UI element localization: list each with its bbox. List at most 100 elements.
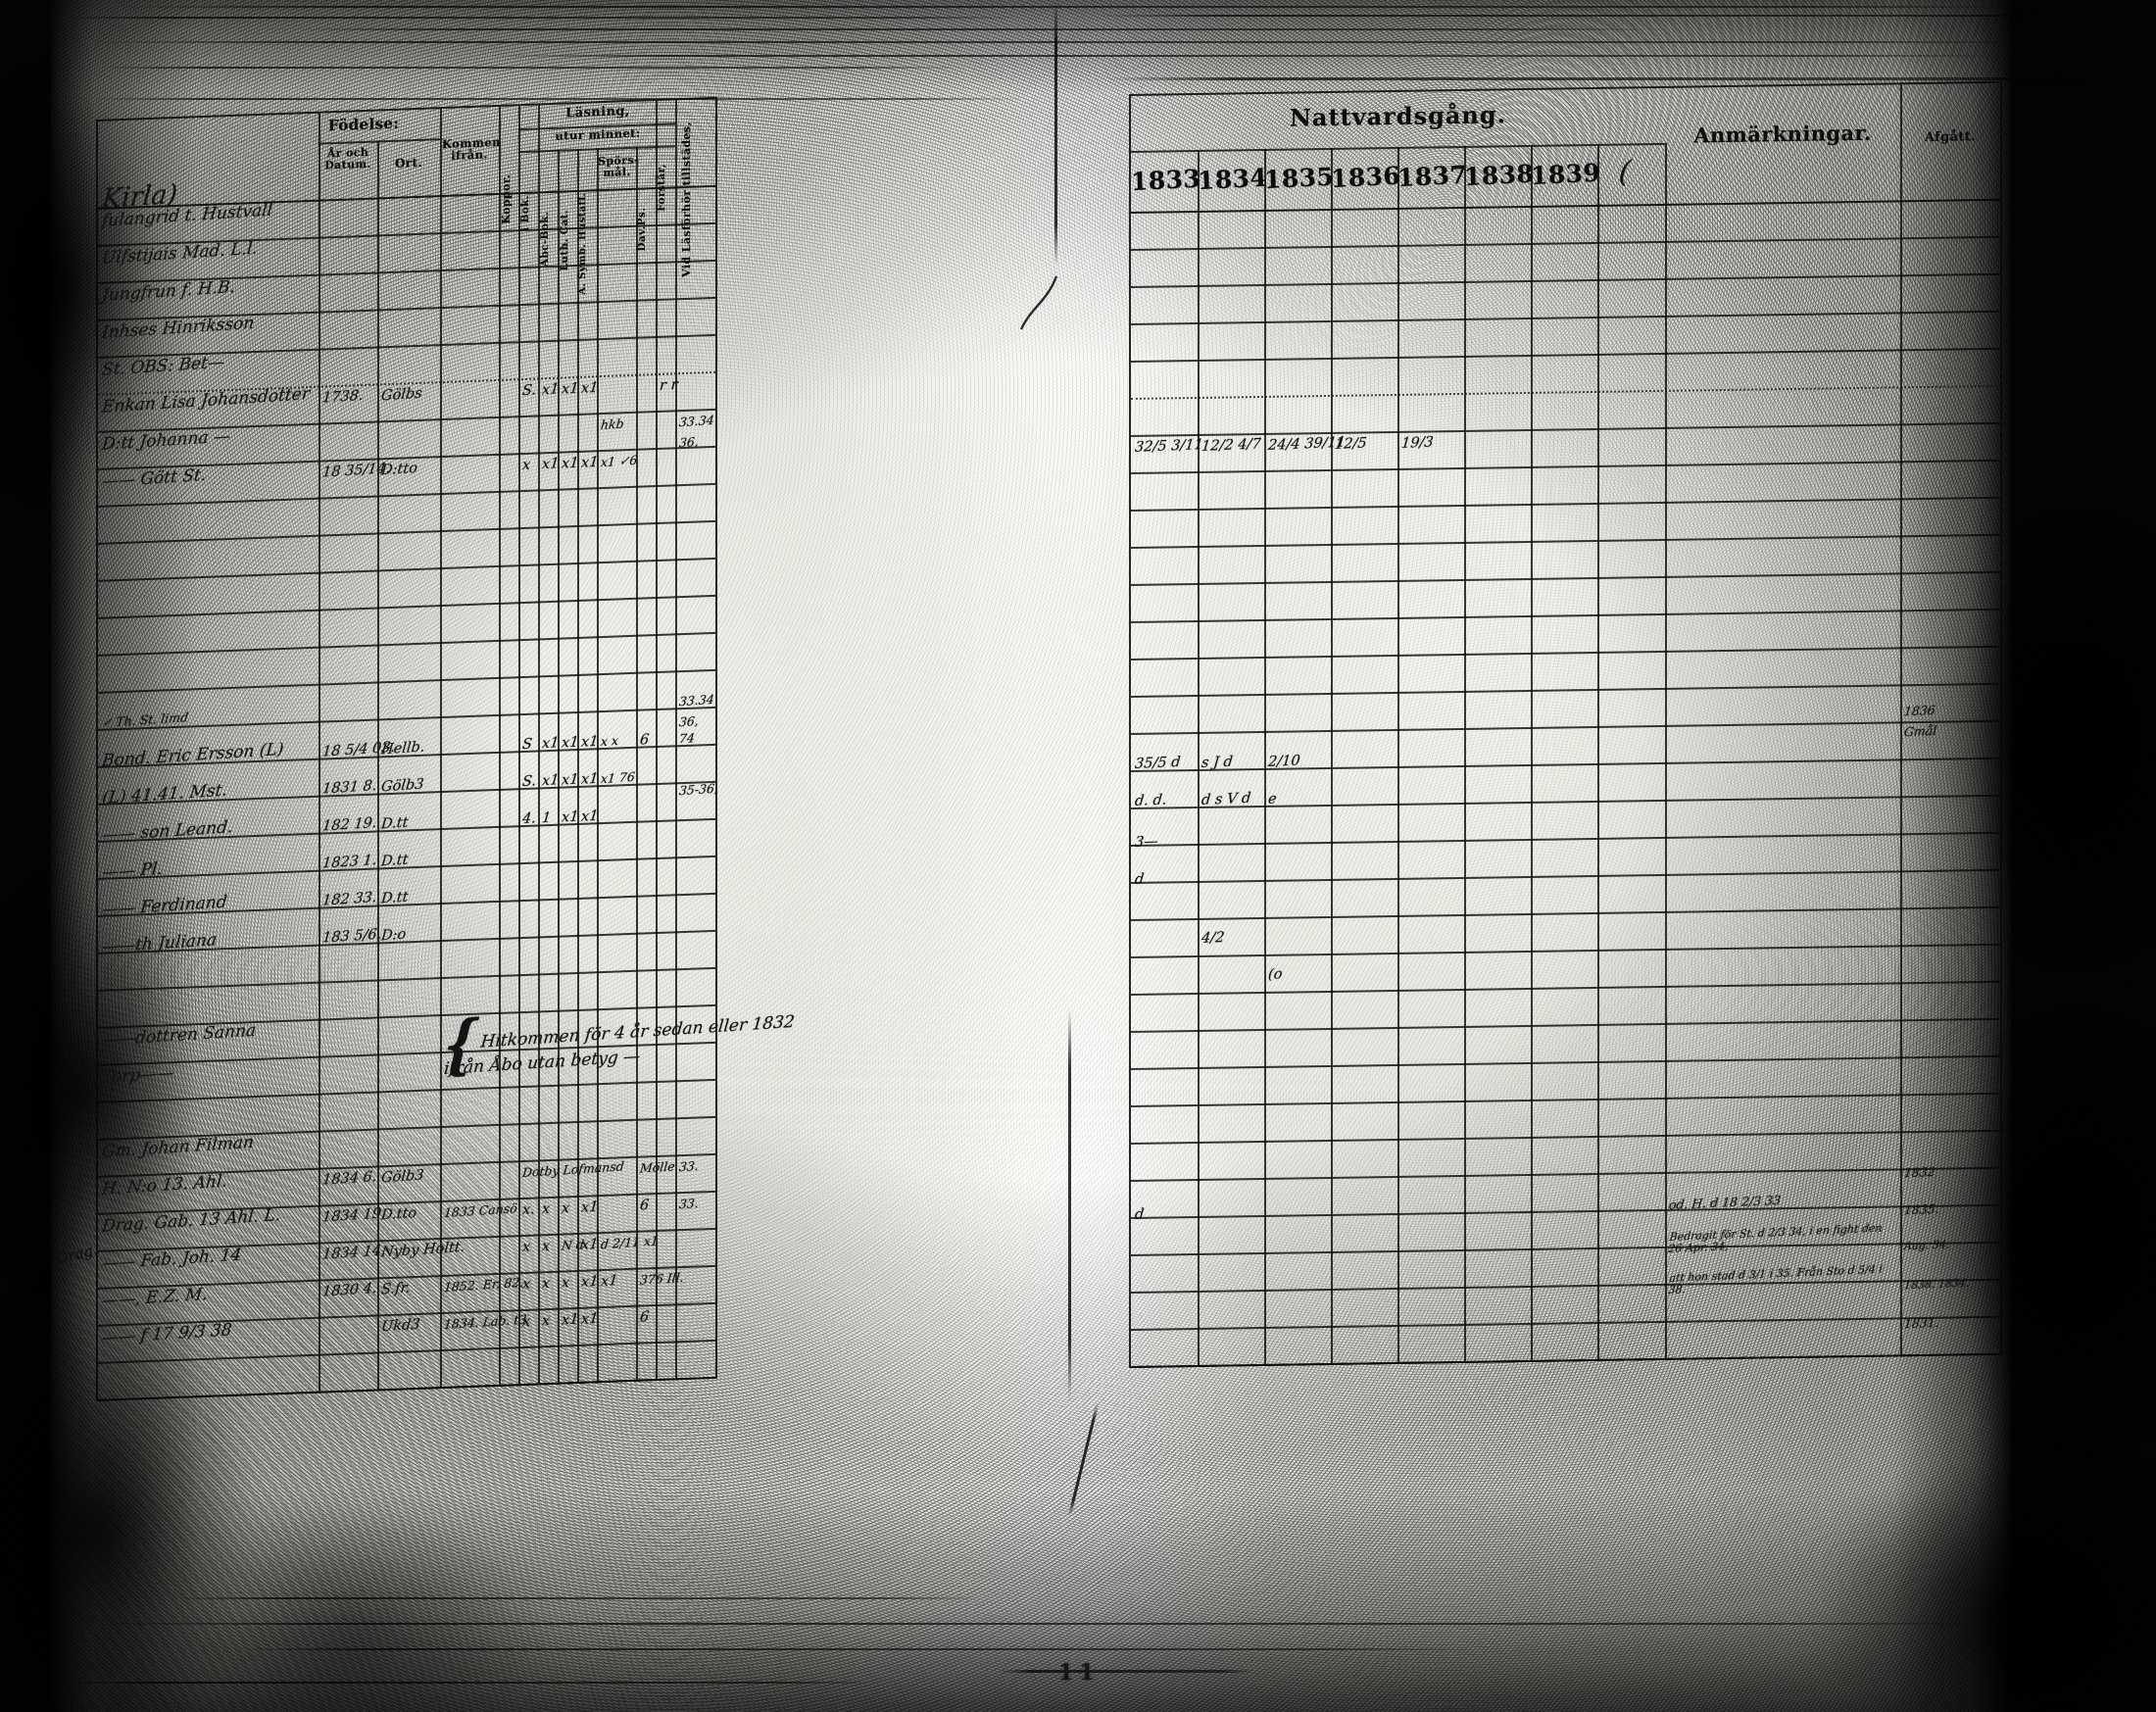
grid-line (1131, 980, 2000, 996)
grid-line (499, 106, 501, 1385)
handwriting-entry: d (1134, 871, 1146, 888)
handwriting-entry: 36, (678, 433, 700, 451)
handwriting-entry: 18 35/14. (321, 460, 392, 481)
ink-blotch (1950, 529, 2156, 951)
handwriting-entry: —— Ferdinand (101, 892, 228, 920)
grid-line (1131, 1203, 2000, 1219)
handwriting-entry: x1 (580, 454, 600, 471)
handwriting-entry: x1 (541, 772, 561, 790)
scan-streak (118, 6, 2038, 8)
grid-line (318, 113, 320, 1392)
grid-line (440, 109, 442, 1388)
ink-blotch (1940, 1029, 2156, 1441)
grid-line (377, 140, 379, 1390)
grid-line (1131, 459, 2000, 474)
grid-line (1131, 310, 2000, 325)
grid-line (1131, 198, 2000, 215)
handwriting-entry: 35-36, (678, 780, 719, 799)
handwriting-entry: d s V d (1200, 790, 1252, 808)
handwriting-entry: x1 (561, 771, 580, 789)
handwriting-entry: (o (1267, 965, 1284, 983)
scan-streak (88, 1623, 1999, 1625)
handwriting-entry: x1 (580, 770, 600, 788)
handwriting-entry: 1 (541, 809, 553, 827)
handwriting-entry: x (521, 457, 532, 474)
handwriting-entry: Gölb3 (380, 1167, 425, 1187)
handwriting-entry: Gmål (1903, 722, 1938, 740)
right-page-table: Nattvardsgång. Anmärkningar. Afgått. 183… (1129, 80, 2002, 1369)
handwriting-entry: 1834. Lab. t3 (443, 1311, 528, 1333)
handwriting-entry: 12/2 4/7 (1200, 436, 1262, 455)
handwriting-entry: St. OBS: Bet— (101, 352, 225, 380)
grid-line (1131, 384, 2000, 400)
grid-line (1131, 533, 2000, 549)
handwriting-entry: —— f 17 9/3 38 (101, 1320, 233, 1348)
handwriting-entry: e (1267, 791, 1278, 807)
handwriting-entry: Inhses Hinriksson (101, 313, 256, 343)
handwriting-entry: x1 76 (600, 768, 636, 787)
scan-streak (176, 1597, 980, 1599)
ink-blotch (147, 1499, 559, 1712)
handwriting-entry: S. (521, 773, 537, 791)
handwriting-entry: x1 (580, 733, 600, 751)
scan-streak (490, 55, 2009, 57)
koppor-header: Koppor. (500, 173, 513, 224)
grid-line (1131, 1166, 2000, 1182)
handwriting-entry: 1738. (321, 387, 365, 407)
handwriting-entry: x (521, 1313, 532, 1331)
handwriting-entry: s J d (1200, 754, 1234, 771)
handwriting-entry: Drag. Gab. 13 Ahl. L. (101, 1204, 282, 1237)
grid-line (675, 100, 677, 1379)
handwriting-entry: Nyby Holtt. (380, 1239, 466, 1261)
fold-crease (1054, 0, 1057, 265)
handwriting-entry: 12/5 (1334, 435, 1368, 453)
grid-line (656, 100, 658, 1380)
handwriting-entry: x1 (561, 455, 580, 472)
grid-line (1131, 868, 2000, 884)
handwriting-entry: 6 (639, 1197, 651, 1214)
symbolum-hustafla-header: A. Symb. Hustafl. (577, 192, 588, 295)
handwriting-entry: x1 (541, 456, 561, 473)
scan-streak (59, 17, 1019, 19)
grid-line (1131, 943, 2000, 958)
grid-line (1665, 142, 1667, 1358)
handwriting-entry: d (1134, 1206, 1146, 1223)
scan-streak (1000, 1670, 1254, 1673)
handwriting-entry: —— Pl. (101, 858, 164, 883)
handwriting-entry: 1834 14. (321, 1243, 387, 1263)
handwriting-entry: 32/5 3/11 (1134, 436, 1204, 456)
handwriting-entry: Mölle (639, 1158, 676, 1176)
grid-line (98, 1078, 715, 1103)
handwriting-entry: 35/5 d (1134, 754, 1182, 772)
handwriting-entry: —— son Leand. (101, 817, 234, 846)
scan-streak (1098, 15, 2107, 17)
scan-streak (93, 98, 1024, 100)
scan-streak (294, 28, 1666, 30)
handwriting-entry: 6 (639, 1308, 651, 1326)
handwriting-entry: —— Fab. Joh. 14 (101, 1245, 243, 1274)
handwriting-entry: x1 (580, 1236, 600, 1253)
handwriting-entry: Gm. Johan Filman (101, 1132, 255, 1162)
grid-line (1131, 831, 2000, 847)
handwriting-entry: x1 (541, 735, 561, 753)
grid-line (1131, 272, 2000, 288)
handwriting-entry: x1 ✓6 (600, 452, 639, 470)
handwriting-entry: D:tto (380, 460, 418, 479)
handwriting-entry: 33. (678, 1157, 700, 1175)
handwriting-entry: 1834 6. (321, 1168, 378, 1189)
abc-bok-header: Abc-Bok. (539, 211, 551, 268)
grid-line (1131, 1129, 2000, 1145)
luth-cat-header: Luth. Cat. (559, 209, 570, 271)
handwriting-entry: 33.34 (678, 691, 715, 709)
handwriting-entry: D.tto (380, 1204, 417, 1224)
grid-line (538, 105, 540, 1384)
sporsmal-header: Spörs-mål. (598, 153, 639, 179)
handwriting-entry: 1833 Cansö (443, 1200, 518, 1221)
afgatt-header: Afgått. (1924, 129, 1977, 145)
handwriting-entry: H. N:o 13. Ahl. (101, 1171, 228, 1199)
grid-line (1131, 608, 2000, 623)
handwriting-entry: x1 (541, 381, 561, 399)
scan-streak (235, 1648, 1470, 1650)
grid-line (98, 668, 715, 694)
handwriting-entry: 36, (678, 712, 700, 730)
